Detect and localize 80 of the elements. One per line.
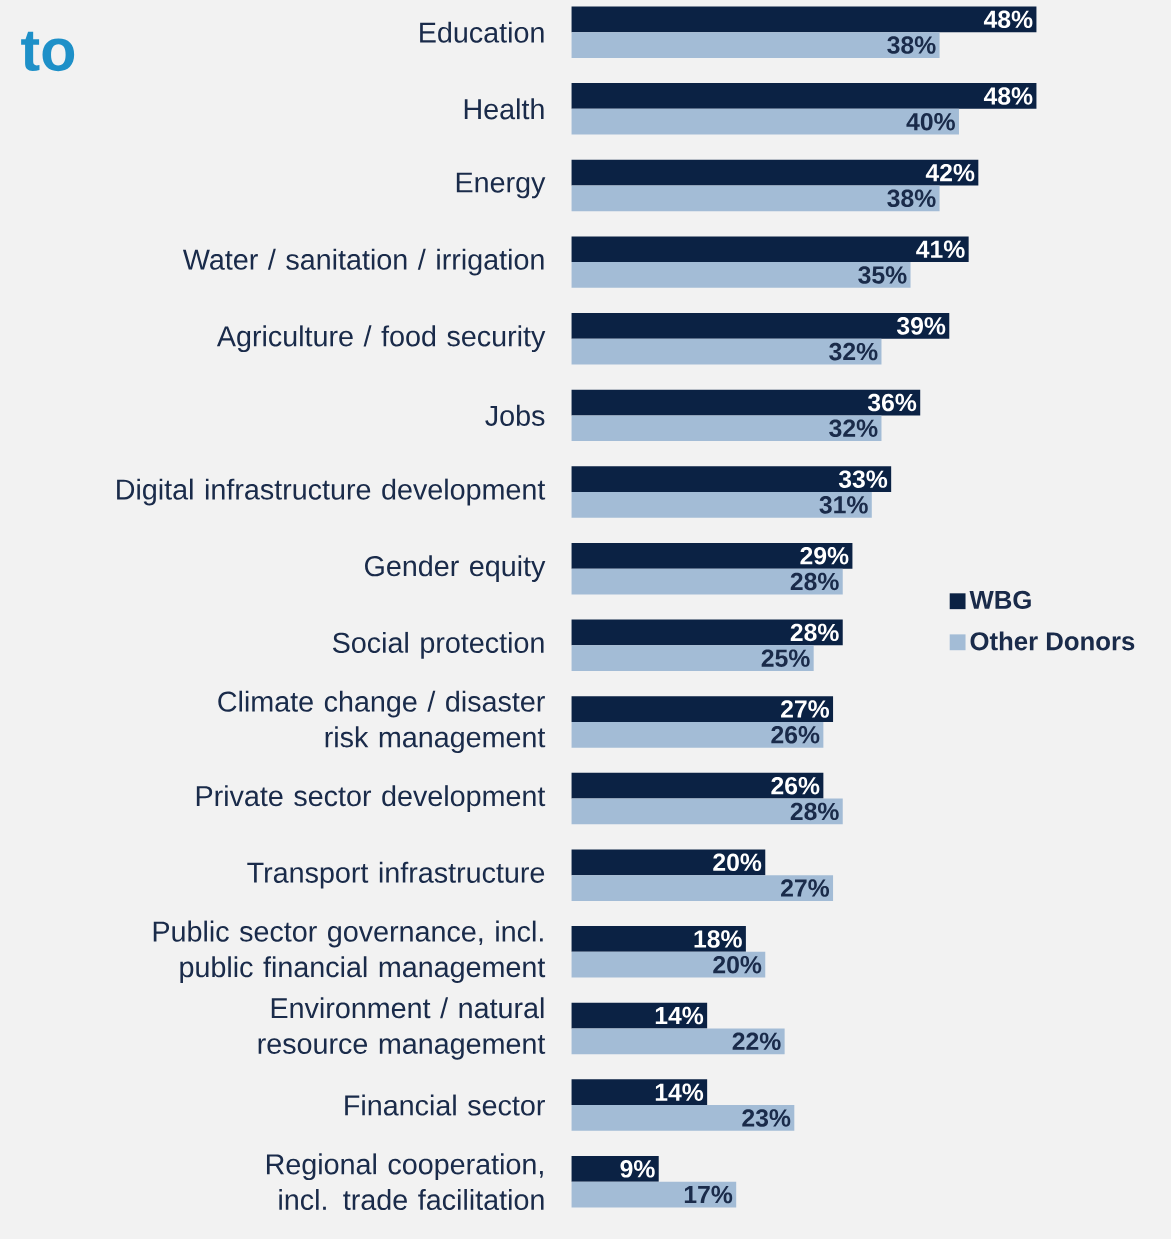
text: to	[21, 31, 75, 72]
data-label: 20%	[713, 853, 762, 872]
data-label: 14%	[655, 1083, 704, 1101]
bar	[571, 951, 766, 978]
y-tick-label: Energy	[456, 172, 546, 199]
bar	[571, 1028, 785, 1055]
bar	[571, 83, 1037, 109]
bar	[571, 568, 843, 595]
data-label: 26%	[771, 726, 820, 744]
bar	[571, 466, 892, 493]
bar	[571, 338, 882, 365]
data-label: 38%	[887, 189, 936, 208]
data-label: 25%	[761, 649, 810, 667]
y-tick-label: Education	[420, 21, 544, 43]
data-label: 27%	[780, 700, 829, 718]
data-label: 28%	[790, 572, 839, 591]
data-label: 36%	[867, 393, 917, 412]
bar	[571, 492, 872, 518]
bar	[571, 313, 950, 339]
data-label: 35%	[858, 266, 907, 284]
y-tick-label: Health	[464, 98, 544, 120]
bar	[571, 926, 746, 952]
data-label: 40%	[906, 112, 955, 131]
data-label: 22%	[732, 1032, 781, 1051]
bar	[571, 542, 853, 569]
bar	[571, 875, 833, 901]
y-tick-label: Environment / natural resource management	[258, 997, 546, 1060]
y-tick-label: Digital infrastructure development	[116, 478, 545, 506]
data-label: 38%	[887, 36, 936, 54]
data-label: 20%	[713, 955, 762, 974]
bar	[571, 619, 843, 646]
data-label: 32%	[829, 419, 878, 438]
bar	[571, 108, 959, 135]
bar	[571, 389, 921, 416]
data-label: 33%	[838, 470, 888, 488]
y-tick-label: Gender equity	[364, 555, 546, 583]
data-label: 48%	[983, 87, 1033, 105]
bar	[571, 236, 969, 263]
bar	[571, 32, 940, 58]
data-label: 39%	[896, 317, 946, 335]
bar	[571, 1105, 795, 1131]
data-label: 32%	[829, 342, 878, 361]
data-label: 28%	[790, 802, 839, 821]
data-label: 9%	[620, 1160, 655, 1178]
data-label: 31%	[819, 496, 868, 514]
legend-label: Other Donors	[970, 631, 1135, 651]
y-tick-label: Financial sector	[345, 1094, 545, 1116]
bar	[571, 849, 766, 876]
bar	[571, 159, 979, 186]
bar	[571, 772, 824, 799]
y-tick-label: Social protection	[332, 631, 544, 659]
data-label: 14%	[655, 1006, 704, 1025]
bar	[571, 185, 940, 212]
y-tick-label: Public sector governance, incl. public financial management	[153, 920, 545, 984]
bar	[571, 6, 1037, 33]
bar	[571, 721, 824, 748]
data-label: 48%	[983, 10, 1033, 29]
bar	[571, 696, 833, 722]
bar	[571, 262, 911, 288]
data-label: 17%	[684, 1185, 733, 1204]
data-label: 27%	[780, 879, 829, 897]
y-tick-label: Water / sanitation / irrigation	[182, 248, 544, 276]
bar	[571, 415, 882, 442]
data-label: 42%	[925, 163, 975, 182]
data-label: 18%	[694, 930, 742, 948]
data-label: 26%	[771, 776, 820, 795]
y-tick-label: Private sector development	[196, 785, 546, 812]
bar	[571, 798, 843, 825]
data-label: 23%	[742, 1109, 791, 1127]
y-tick-label: Jobs	[485, 404, 545, 426]
y-tick-label: Regional cooperation, incl. trade facilitation	[266, 1153, 544, 1211]
data-label: 28%	[790, 623, 839, 642]
bar	[571, 1079, 708, 1106]
legend-label: WBG	[969, 590, 1031, 609]
bar	[571, 645, 814, 672]
data-label: 41%	[916, 240, 965, 258]
y-tick-label: Agriculture / food security	[216, 325, 546, 353]
y-tick-label: Transport infrastructure	[247, 861, 544, 889]
y-tick-label: Climate change / disaster risk management	[218, 690, 546, 754]
data-label: 29%	[800, 547, 849, 565]
